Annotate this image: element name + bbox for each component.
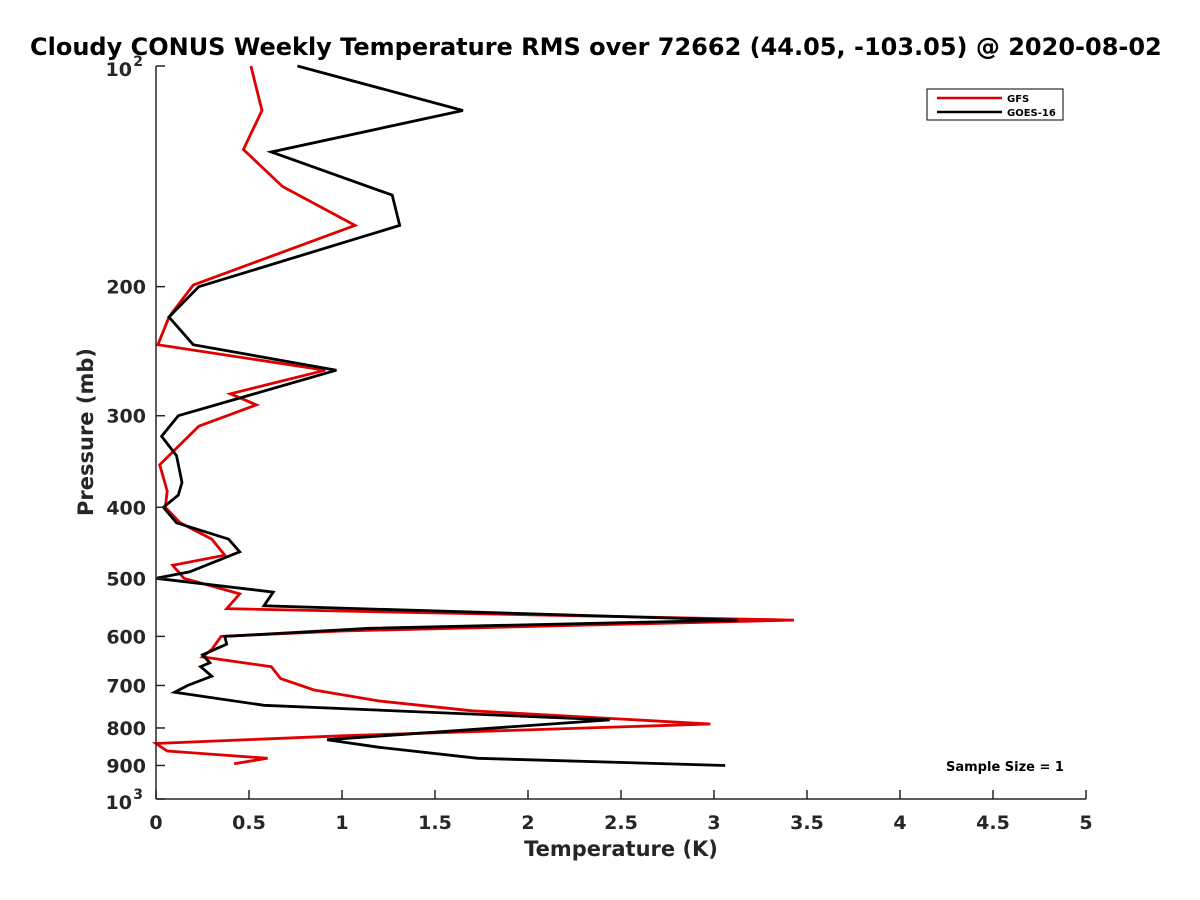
y-tick-label: 10 <box>106 792 132 814</box>
y-tick-exponent: 2 <box>133 54 143 70</box>
x-tick-label: 4 <box>893 812 906 834</box>
y-tick-label: 400 <box>106 497 146 519</box>
x-tick-label: 2 <box>521 812 534 834</box>
y-tick-label: 200 <box>106 277 146 299</box>
y-axis-label: Pressure (mb) <box>74 348 98 516</box>
x-tick-label: 1 <box>335 812 348 834</box>
x-axis-label: Temperature (K) <box>524 837 718 861</box>
y-tick-label: 700 <box>106 675 146 697</box>
legend-box <box>926 88 1064 121</box>
sample-size-annotation: Sample Size = 1 <box>946 760 1064 775</box>
x-tick-label: 5 <box>1079 812 1092 834</box>
x-tick-label: 2.5 <box>604 812 638 834</box>
x-tick-label: 3.5 <box>790 812 824 834</box>
y-tick-label: 600 <box>106 626 146 648</box>
y-tick-label: 10 <box>106 59 132 81</box>
series-line-goes-16 <box>155 64 739 767</box>
legend-label: GOES-16 <box>1007 108 1056 119</box>
x-tick-label: 0.5 <box>232 812 266 834</box>
y-tick-label: 300 <box>106 406 146 428</box>
plot-series <box>151 64 795 767</box>
x-tick-label: 1.5 <box>418 812 452 834</box>
x-tick-label: 0 <box>149 812 162 834</box>
y-tick-exponent: 3 <box>133 787 143 803</box>
legend: GFS GOES-16 <box>926 88 1064 121</box>
chart-title: Cloudy CONUS Weekly Temperature RMS over… <box>30 33 1162 61</box>
x-tick-label: 4.5 <box>976 812 1010 834</box>
y-tick-label: 800 <box>106 718 146 740</box>
y-tick-label: 500 <box>106 568 146 590</box>
series-line-gfs <box>151 65 795 766</box>
x-tick-label: 3 <box>707 812 720 834</box>
y-tick-label: 900 <box>106 755 146 777</box>
x-ticks: 0 0.5 1 1.5 2 2.5 3 3.5 4 4.5 5 <box>149 790 1093 834</box>
legend-label: GFS <box>1007 94 1029 105</box>
